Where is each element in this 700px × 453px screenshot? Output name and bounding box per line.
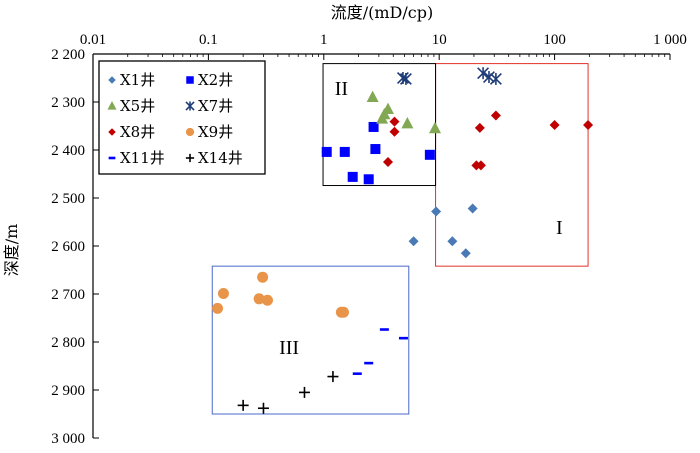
x-tick-label: 100 (543, 32, 566, 48)
legend-label: X9井 (198, 123, 233, 141)
y-tick-label: 2 500 (51, 191, 85, 207)
y-tick-label: 2 600 (51, 239, 85, 255)
data-point (489, 72, 502, 85)
y-tick-label: 2 200 (51, 47, 85, 63)
data-point (447, 236, 458, 247)
data-point (366, 90, 379, 102)
y-tick-label: 2 700 (51, 287, 85, 303)
region-label-iii: III (279, 337, 299, 359)
region-label-i: I (556, 217, 563, 239)
y-tick-label: 2 800 (51, 335, 85, 351)
legend-marker (185, 101, 195, 111)
region-label-ii: II (335, 78, 348, 100)
series-1 (408, 203, 478, 259)
legend-label: X14井 (198, 149, 243, 167)
region-box-i (435, 63, 589, 267)
legend: X1井 X2井 X5井 X7井 X8井 X9井 X11井 X14井 (98, 60, 266, 175)
data-point (363, 174, 374, 185)
x-tick-label: 0.1 (199, 32, 218, 48)
data-point (431, 206, 442, 217)
data-point (217, 288, 229, 300)
data-point (253, 293, 265, 305)
data-point (212, 302, 224, 314)
data-point (401, 117, 414, 129)
data-point (339, 146, 350, 157)
legend-marker (108, 128, 116, 136)
data-point (424, 149, 435, 160)
data-point (257, 402, 269, 414)
legend-marker (107, 101, 117, 110)
y-tick-label: 2 400 (51, 143, 85, 159)
series-4 (396, 67, 502, 85)
data-point (549, 120, 560, 131)
series-8 (237, 371, 339, 414)
x-axis-title: 流度/(mD/cp) (331, 3, 433, 22)
data-point (389, 126, 400, 137)
data-point (261, 294, 273, 306)
data-point (347, 171, 358, 182)
y-tick-label: 2 300 (51, 95, 85, 111)
data-point (477, 67, 490, 80)
data-point (257, 271, 269, 283)
legend-label: X5井 (120, 97, 155, 115)
legend-box (98, 60, 266, 175)
data-point (475, 160, 486, 171)
axes-layer: 0.01 0.1 1 10 100 1 000 2 200 2 300 2 400 2 500 2 … (2, 3, 687, 447)
legend-label: X8井 (120, 123, 155, 141)
legend-label: X7井 (198, 97, 233, 115)
data-point (490, 110, 501, 121)
data-point (460, 248, 471, 259)
legend-marker (186, 76, 194, 84)
region-box-iii (211, 265, 410, 415)
data-point (327, 371, 339, 383)
data-point (483, 71, 495, 84)
data-point (376, 112, 389, 124)
series-5 (382, 110, 594, 171)
series-7 (352, 328, 408, 375)
data-point (474, 122, 485, 133)
x-tick-label: 1 000 (653, 32, 687, 48)
legend-label: X11井 (120, 149, 165, 167)
series-6 (212, 271, 349, 318)
x-tick-label: 1 (320, 32, 328, 48)
data-point (382, 157, 393, 167)
legend-marker (185, 153, 195, 163)
x-tick-label: 0.01 (80, 32, 106, 48)
legend-marker (185, 127, 195, 137)
data-point (368, 121, 379, 132)
legend-marker (108, 76, 116, 84)
data-point (583, 120, 594, 131)
series-3 (366, 90, 442, 134)
y-tick-label: 3 000 (51, 431, 85, 447)
data-point (237, 399, 249, 411)
data-point (370, 144, 381, 155)
data-point (337, 306, 349, 318)
points-layer (212, 67, 594, 414)
data-point (321, 146, 332, 157)
x-tick-label: 10 (432, 32, 447, 48)
legend-label: X1井 (120, 71, 155, 89)
series-2 (321, 121, 435, 185)
data-point (408, 236, 419, 247)
legend-label: X2井 (198, 71, 233, 89)
data-point (429, 121, 442, 134)
y-axis-title: 深度/m (2, 224, 21, 277)
data-point (389, 116, 400, 127)
data-point (298, 386, 310, 398)
y-tick-label: 2 900 (51, 383, 85, 399)
data-point (467, 203, 478, 214)
data-point (399, 72, 412, 85)
